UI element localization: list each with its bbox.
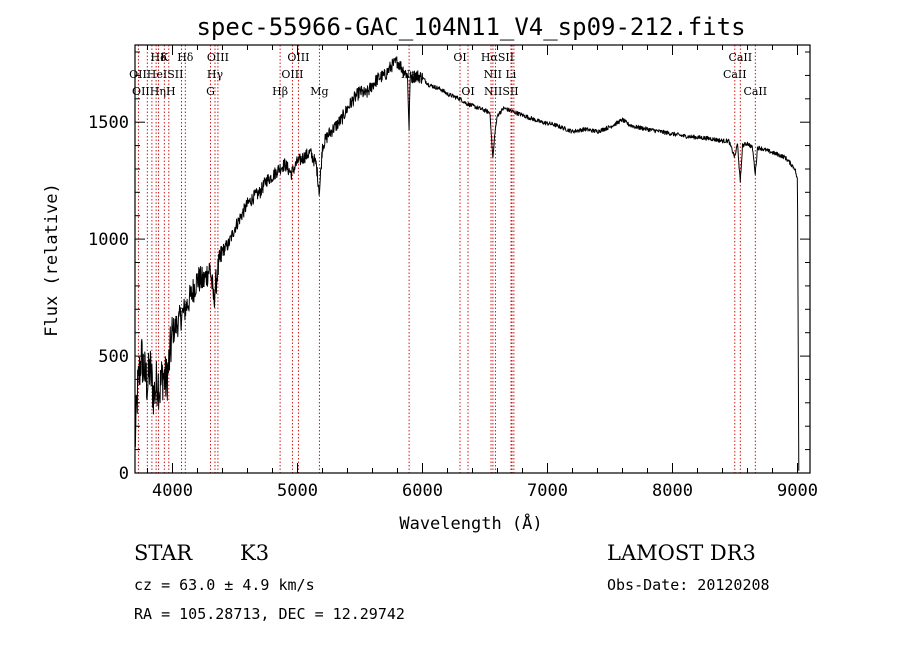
x-tick-label: 7000 <box>527 481 568 501</box>
sky-coordinates: RA = 105.28713, DEC = 12.29742 <box>134 605 405 623</box>
spectral-line-label: Mg <box>310 85 328 98</box>
x-tick-label: 4000 <box>152 481 193 501</box>
spectral-line-label: Hβ <box>272 85 288 98</box>
spectral-line-label: OIIHηH <box>132 85 175 98</box>
x-tick-label: 5000 <box>277 481 318 501</box>
spectrum-series <box>134 56 800 471</box>
spectral-line-label: OIII <box>207 51 229 64</box>
spectral-line-label: K <box>160 51 169 64</box>
spectral-line-label: NII Li <box>484 68 517 81</box>
spectral-line-label: OIII <box>287 51 309 64</box>
object-class: STAR <box>134 541 193 565</box>
y-tick-label: 500 <box>98 347 129 367</box>
x-tick-label: 9000 <box>777 481 818 501</box>
spectral-line-label: Hδ <box>150 51 167 64</box>
x-tick-label: 8000 <box>652 481 693 501</box>
spectral-line-label: CaII <box>728 51 752 64</box>
x-axis: 4000 5000 6000 7000 8000 9000 <box>147 45 818 501</box>
y-tick-label: 0 <box>119 464 129 484</box>
spectral-line-label: NIISII <box>484 85 519 98</box>
spectral-line-label: Hδ <box>177 51 194 64</box>
y-axis-title: Flux (relative) <box>42 183 62 337</box>
spectral-line-label: Na <box>401 68 418 81</box>
plot-frame <box>134 44 811 474</box>
spectral-line-label: Hγ <box>207 68 224 81</box>
spectral-line-label: HαSII <box>481 51 514 64</box>
spectrum-line <box>134 56 800 471</box>
spectral-line-label: OIII <box>281 68 303 81</box>
x-tick-label: 6000 <box>402 481 443 501</box>
emission-line-markers <box>137 45 756 473</box>
y-tick-label: 1500 <box>88 113 129 133</box>
x-axis-title: Wavelength (Å) <box>399 512 542 534</box>
spectral-line-label: OIIHeISII <box>129 68 183 81</box>
chart-title: spec-55966-GAC_104N11_V4_sp09-212.fits <box>196 13 745 41</box>
y-tick-label: 1000 <box>88 230 129 250</box>
survey-name: LAMOST DR3 <box>607 541 756 565</box>
spectral-line-label: CaII <box>723 68 747 81</box>
y-axis: 0 500 1000 1500 <box>88 51 810 484</box>
spectral-line-label: OI <box>453 51 466 64</box>
spectral-line-label: OI <box>461 85 474 98</box>
spectral-line-label: CaII <box>743 85 767 98</box>
object-subclass: K3 <box>240 541 269 565</box>
redshift-cz: cz = 63.0 ± 4.9 km/s <box>134 576 315 594</box>
observation-date: Obs-Date: 20120208 <box>607 576 770 594</box>
spectral-line-label: G <box>206 85 215 98</box>
